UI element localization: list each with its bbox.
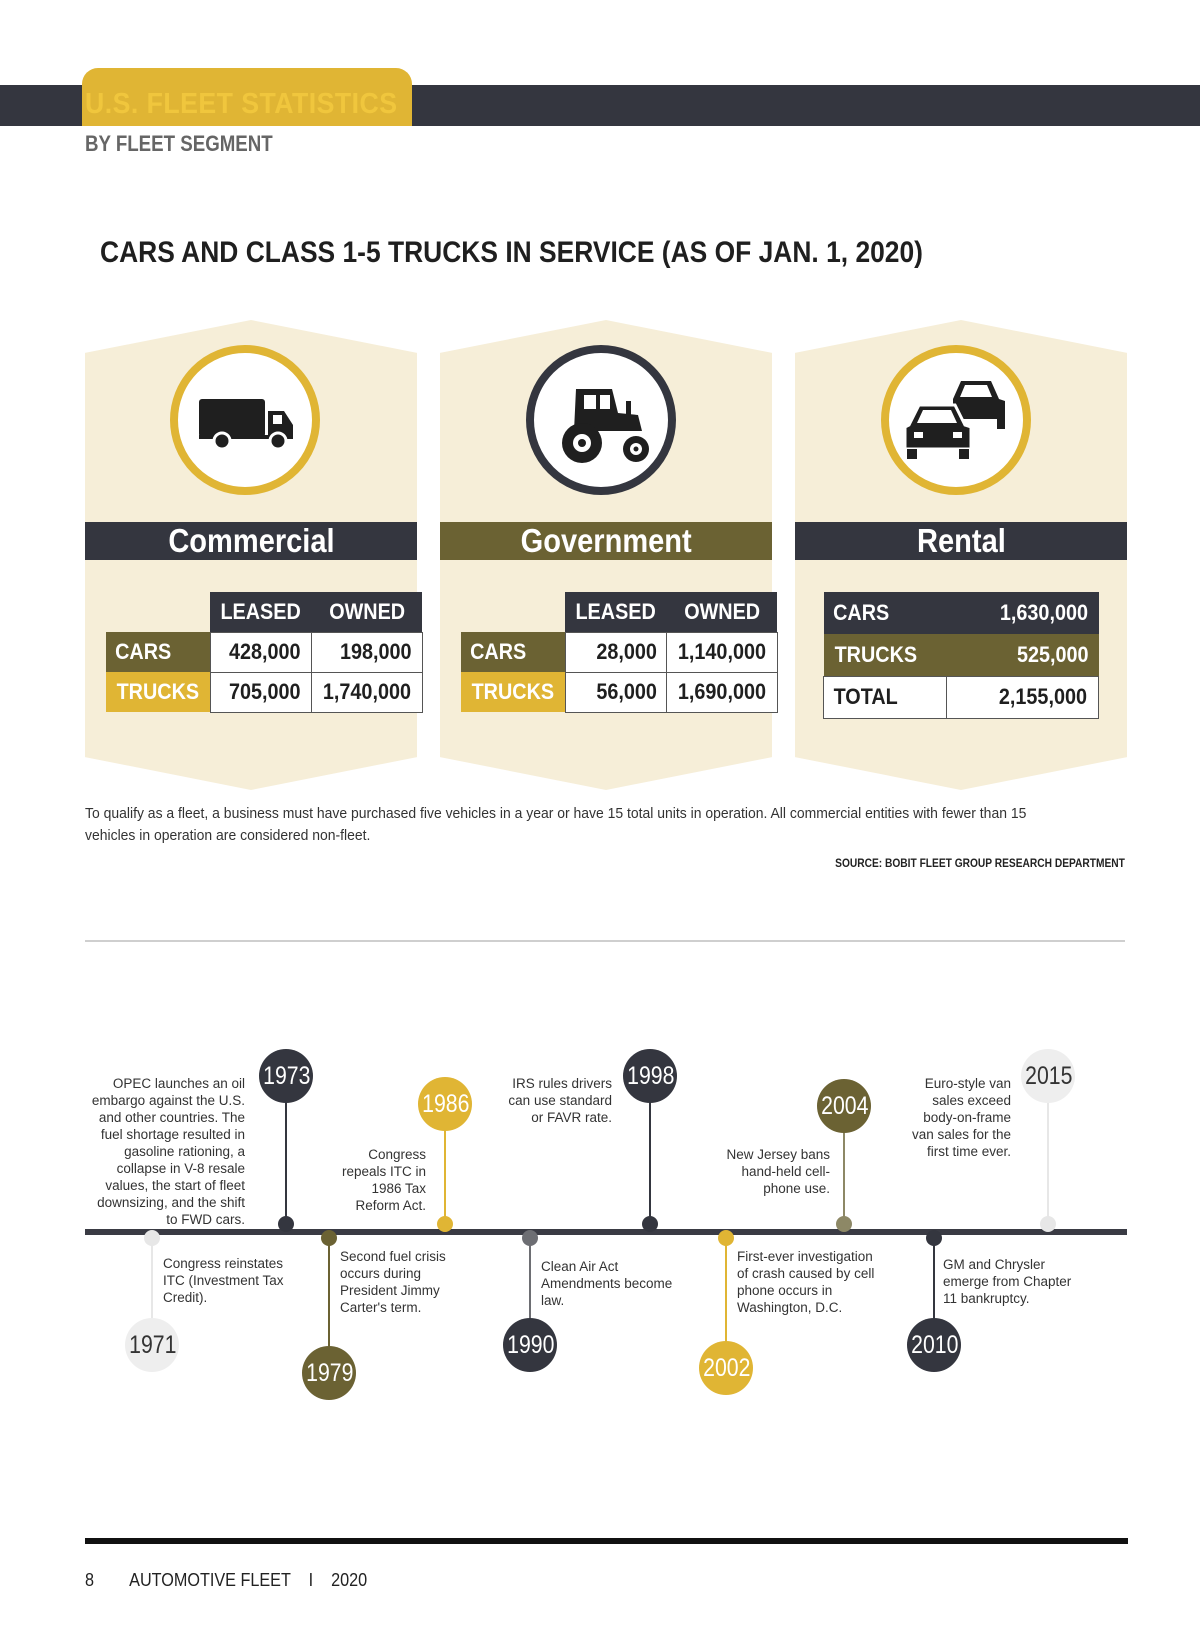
page-number: 8 — [85, 1570, 95, 1590]
section-divider — [85, 940, 1125, 942]
event-2002: First-ever investigation of crash caused… — [737, 1249, 875, 1315]
commercial-trucks-owned: 1,740,000 — [310, 671, 423, 713]
timeline-dot — [522, 1230, 538, 1246]
header-accent — [82, 85, 412, 126]
rental-trucks-value: 525,000 — [946, 634, 1099, 676]
year-badge-1990: 1990 — [503, 1318, 557, 1372]
rental-icon-circle — [881, 345, 1031, 495]
timeline-dot — [836, 1216, 852, 1232]
timeline-dot — [321, 1230, 337, 1246]
commercial-trucks-leased: 705,000 — [209, 671, 312, 713]
col-header-owned: OWNED — [666, 592, 778, 632]
footer-rule — [85, 1538, 1128, 1544]
government-trucks-owned: 1,690,000 — [665, 671, 778, 713]
event-1998: IRS rules drivers can use standard or FA… — [508, 1076, 612, 1125]
publication-name: AUTOMOTIVE FLEET — [129, 1570, 291, 1590]
government-label: Government — [520, 522, 692, 559]
timeline-dot — [718, 1230, 734, 1246]
rental-table: CARS 1,630,000 TRUCKS 525,000 TOTAL 2,15… — [823, 592, 1099, 719]
event-1979: Second fuel crisis occurs during Preside… — [340, 1249, 446, 1315]
timeline-dot — [642, 1216, 658, 1232]
commercial-cars-leased: 428,000 — [209, 631, 312, 673]
row-label-cars: CARS — [106, 632, 211, 672]
year-badge-1973: 1973 — [259, 1049, 313, 1103]
year-badge-1979: 1979 — [302, 1346, 356, 1400]
timeline-dot — [437, 1216, 453, 1232]
timeline-dot — [278, 1216, 294, 1232]
rental-cars-value: 1,630,000 — [946, 592, 1099, 634]
event-1971: Congress reinstates ITC (Investment Tax … — [163, 1256, 284, 1305]
year-badge-1971: 1971 — [125, 1318, 179, 1372]
event-1986: Congress repeals ITC in 1986 Tax Reform … — [341, 1147, 426, 1213]
government-cars-leased: 28,000 — [564, 631, 667, 673]
row-label-cars: CARS — [823, 592, 947, 634]
event-2015: Euro-style van sales exceed body-on-fram… — [911, 1076, 1011, 1159]
timeline-dot — [1040, 1216, 1056, 1232]
rental-total-value: 2,155,000 — [946, 675, 1099, 719]
event-1990: Clean Air Act Amendments become law. — [541, 1259, 673, 1308]
fleet-definition-note: To qualify as a fleet, a business must h… — [85, 805, 1027, 844]
rental-label-bar: Rental — [795, 522, 1127, 560]
event-2010: GM and Chrysler emerge from Chapter 11 b… — [943, 1257, 1072, 1306]
commercial-label: Commercial — [167, 522, 335, 559]
commercial-icon-circle — [170, 345, 320, 495]
year-badge-2002: 2002 — [699, 1341, 753, 1395]
truck-icon — [199, 399, 293, 451]
row-label-trucks: TRUCKS — [106, 672, 211, 712]
year-badge-1998: 1998 — [623, 1049, 677, 1103]
page-title: U.S. FLEET STATISTICS — [85, 88, 398, 120]
year-badge-2004: 2004 — [817, 1079, 871, 1133]
timeline-dot — [144, 1230, 160, 1246]
col-header-leased: LEASED — [210, 592, 312, 632]
page-subtitle: BY FLEET SEGMENT — [85, 131, 273, 156]
timeline-dot — [926, 1230, 942, 1246]
government-label-bar: Government — [440, 522, 772, 560]
col-header-owned: OWNED — [311, 592, 423, 632]
cars-icon — [903, 381, 1005, 459]
commercial-label-bar: Commercial — [85, 522, 417, 560]
footer-separator: I — [308, 1570, 314, 1590]
year-badge-2010: 2010 — [907, 1318, 961, 1372]
government-cars-owned: 1,140,000 — [665, 631, 778, 673]
commercial-table: LEASED OWNED CARS 428,000 198,000 TRUCKS… — [106, 592, 423, 713]
timeline-axis — [85, 1229, 1127, 1235]
commercial-cars-owned: 198,000 — [310, 631, 423, 673]
year-badge-2015: 2015 — [1021, 1049, 1075, 1103]
government-icon-circle — [526, 345, 676, 495]
year-badge-1986: 1986 — [418, 1077, 472, 1131]
publication-year: 2020 — [331, 1570, 368, 1590]
col-header-leased: LEASED — [565, 592, 667, 632]
row-label-total: TOTAL — [823, 675, 947, 719]
event-2004: New Jersey bans hand-held cell-phone use… — [726, 1147, 830, 1196]
footer: 8 AUTOMOTIVE FLEET I 2020 — [85, 1570, 367, 1591]
row-label-trucks: TRUCKS — [461, 672, 566, 712]
row-label-cars: CARS — [461, 632, 566, 672]
rental-label: Rental — [916, 522, 1006, 559]
event-1973: OPEC launches an oil embargo against the… — [91, 1076, 245, 1227]
government-trucks-leased: 56,000 — [564, 671, 667, 713]
source-credit: SOURCE: BOBIT FLEET GROUP RESEARCH DEPAR… — [835, 856, 1125, 870]
section-title: CARS AND CLASS 1-5 TRUCKS IN SERVICE (AS… — [100, 236, 923, 269]
government-table: LEASED OWNED CARS 28,000 1,140,000 TRUCK… — [461, 592, 778, 713]
row-label-trucks: TRUCKS — [823, 634, 947, 676]
tractor-icon — [562, 389, 649, 463]
